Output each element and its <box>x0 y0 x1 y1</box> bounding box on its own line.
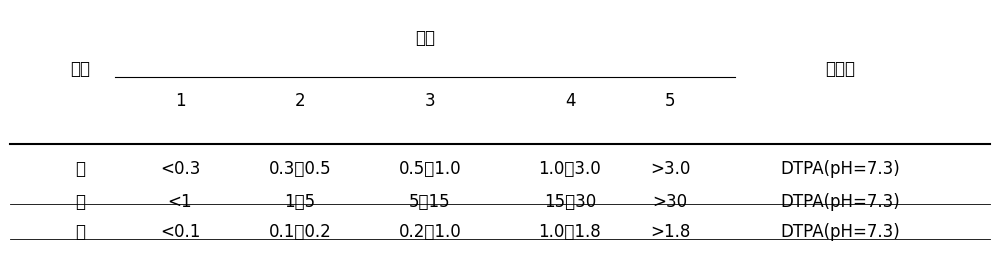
Text: >30: >30 <box>652 193 688 211</box>
Text: 0.5～1.0: 0.5～1.0 <box>399 160 461 178</box>
Text: 15～30: 15～30 <box>544 193 596 211</box>
Text: 3: 3 <box>425 92 435 110</box>
Text: 5: 5 <box>665 92 675 110</box>
Text: 1～5: 1～5 <box>284 193 316 211</box>
Text: 2: 2 <box>295 92 305 110</box>
Text: DTPA(pH=7.3): DTPA(pH=7.3) <box>780 160 900 178</box>
Text: 锰: 锰 <box>75 193 85 211</box>
Text: >3.0: >3.0 <box>650 160 690 178</box>
Text: 锌: 锌 <box>75 160 85 178</box>
Text: 铜: 铜 <box>75 223 85 241</box>
Text: 元素: 元素 <box>70 60 90 78</box>
Text: 0.2～1.0: 0.2～1.0 <box>399 223 461 241</box>
Text: <0.1: <0.1 <box>160 223 200 241</box>
Text: DTPA(pH=7.3): DTPA(pH=7.3) <box>780 223 900 241</box>
Text: 5～15: 5～15 <box>409 193 451 211</box>
Text: 等级: 等级 <box>415 29 435 46</box>
Text: 0.1～0.2: 0.1～0.2 <box>269 223 331 241</box>
Text: 1: 1 <box>175 92 185 110</box>
Text: 1.0～3.0: 1.0～3.0 <box>539 160 601 178</box>
Text: <0.3: <0.3 <box>160 160 200 178</box>
Text: DTPA(pH=7.3): DTPA(pH=7.3) <box>780 193 900 211</box>
Text: 4: 4 <box>565 92 575 110</box>
Text: >1.8: >1.8 <box>650 223 690 241</box>
Text: 1.0～1.8: 1.0～1.8 <box>539 223 601 241</box>
Text: <1: <1 <box>168 193 192 211</box>
Text: 0.3～0.5: 0.3～0.5 <box>269 160 331 178</box>
Text: 提取剂: 提取剂 <box>825 60 855 78</box>
